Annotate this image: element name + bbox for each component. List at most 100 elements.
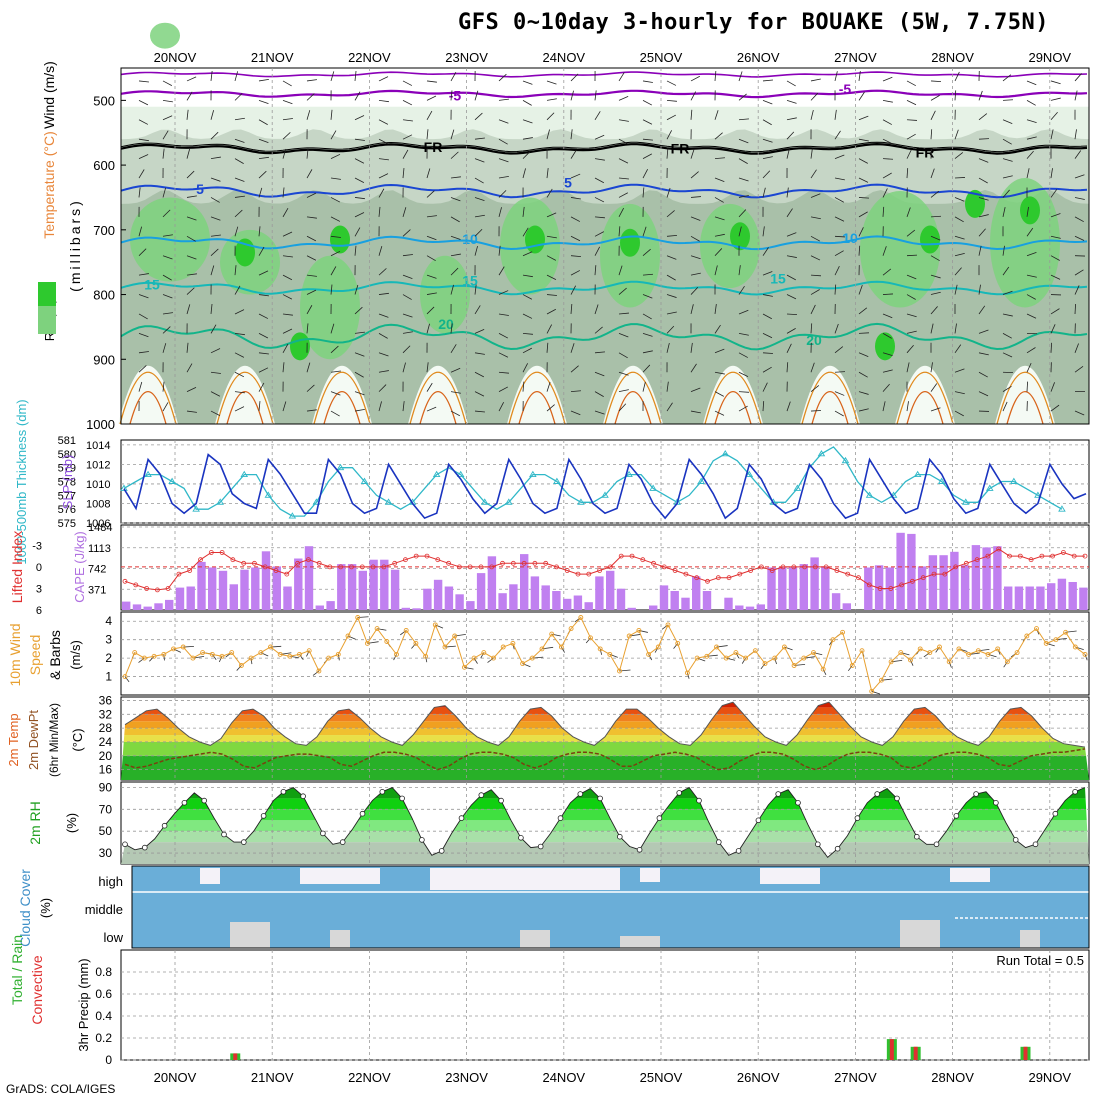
- wind-barb: [714, 348, 725, 354]
- wind-barb: [786, 131, 795, 140]
- lifted-point: [144, 586, 150, 591]
- lifted-point: [575, 571, 581, 577]
- wind10-point: [481, 650, 487, 656]
- wind-barb: [642, 333, 653, 337]
- wind-barb: [1050, 189, 1058, 198]
- wind-barb: [498, 119, 509, 124]
- wind-barb: [546, 98, 557, 101]
- contour-label: 15: [462, 272, 478, 288]
- wind-barb: [450, 235, 461, 240]
- wind10-point: [374, 626, 380, 632]
- wind10-barb: [551, 633, 561, 637]
- cape-bar: [616, 588, 626, 610]
- wind-barb: [930, 129, 933, 140]
- wind-barb: [930, 110, 936, 120]
- wind10-point: [1043, 640, 1049, 646]
- wind-barb: [402, 254, 413, 257]
- wind-barb: [522, 313, 533, 319]
- wind-barb: [738, 391, 750, 393]
- wind-barb: [786, 208, 793, 218]
- thickness-point: [721, 449, 730, 457]
- wind-barb: [834, 323, 839, 334]
- cape-bar: [971, 545, 981, 610]
- lifted-tick-label: 3: [36, 583, 42, 595]
- wind-barb: [1002, 385, 1012, 392]
- wind-barb: [810, 193, 821, 198]
- wind-barb: [402, 331, 413, 334]
- rh-point: [874, 791, 880, 797]
- day-label-top: 28NOV: [931, 50, 974, 65]
- rh-point: [894, 795, 900, 802]
- wind-barb: [402, 80, 413, 86]
- warm-contour-25: [508, 371, 566, 425]
- contour-label: 5: [196, 181, 204, 197]
- wind-barb: [426, 323, 430, 334]
- legend-rh-swatch-high: [38, 282, 56, 306]
- wind-barb: [714, 197, 724, 203]
- wind-barb: [906, 345, 914, 354]
- wind-barb: [210, 70, 213, 81]
- wind-barb: [330, 323, 335, 334]
- wind-barb: [930, 383, 938, 392]
- wind10-point: [539, 646, 545, 652]
- legend-wind10: 10m Wind: [7, 623, 23, 686]
- wind-barb: [858, 284, 863, 295]
- lifted-point: [241, 560, 247, 566]
- thickness-point: [120, 484, 128, 491]
- wind-barb: [762, 313, 772, 320]
- thickness-point: [360, 477, 369, 484]
- wind-barb: [762, 119, 772, 126]
- wind-barb: [666, 80, 677, 86]
- rh-moist-cell: [300, 255, 360, 360]
- wind-barb: [306, 255, 317, 261]
- wind-barb: [570, 390, 581, 393]
- wind-barb: [330, 370, 341, 373]
- wind-barb: [1026, 381, 1028, 392]
- wind-barb: [594, 111, 601, 120]
- wind-barb: [954, 284, 958, 295]
- wind-barb: [330, 71, 335, 82]
- wind10-barb: [847, 665, 853, 672]
- wind10-point: [219, 653, 225, 659]
- day-label-bottom: 26NOV: [737, 1070, 780, 1085]
- wind-barb: [810, 78, 821, 82]
- wind-barb: [930, 255, 940, 262]
- wind-barb: [306, 409, 317, 412]
- lifted-point: [705, 578, 710, 584]
- wind-barb: [234, 117, 245, 121]
- wind-barb: [810, 235, 820, 242]
- legend-thickness: 1000-500mb Thickness (dm): [14, 399, 29, 564]
- wind-barb: [378, 99, 389, 103]
- rh-moist-cell: [420, 255, 470, 334]
- thickness-point: [384, 498, 393, 505]
- wind-barb: [714, 324, 721, 334]
- wind-barb: [594, 410, 605, 415]
- lifted-point: [1061, 550, 1066, 555]
- cloud-panel: [131, 865, 1090, 949]
- wind-barb: [978, 371, 988, 378]
- wind-barb: [954, 235, 965, 240]
- precip-unit-label: 3hr Precip (mm): [76, 958, 91, 1051]
- wind-barb: [162, 234, 173, 237]
- wind-barb: [954, 253, 965, 257]
- wind-barb: [186, 386, 197, 392]
- cape-bar: [283, 586, 292, 610]
- cape-bar: [122, 601, 131, 610]
- warm-plume: [215, 365, 275, 424]
- wind-barb: [330, 130, 337, 140]
- wind-barb: [1002, 138, 1012, 145]
- rh-high-cell: [965, 189, 985, 218]
- wind-barb: [210, 131, 219, 140]
- wind-barb: [666, 402, 673, 412]
- wind-barb: [858, 197, 870, 199]
- wind-barb: [522, 251, 533, 257]
- wind-barb: [858, 177, 869, 183]
- cape-legend: Lifted Index CAPE (J/kg): [9, 531, 87, 603]
- wind-barb: [690, 216, 701, 221]
- wind-barb: [546, 308, 557, 315]
- warm-contour-25: [216, 371, 274, 425]
- legend-cloud-unit: (%): [38, 898, 53, 918]
- cape-bar: [1047, 583, 1056, 610]
- wind-barb: [906, 80, 916, 87]
- wind-barb: [546, 235, 557, 239]
